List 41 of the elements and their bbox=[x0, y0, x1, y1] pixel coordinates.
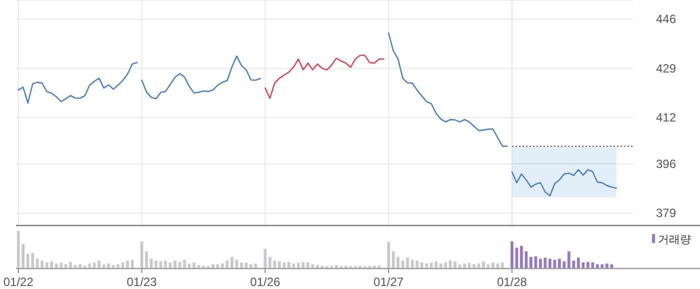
bar bbox=[492, 262, 494, 268]
x-tick-label: 01/27 bbox=[374, 275, 404, 289]
bar bbox=[154, 260, 158, 268]
bar bbox=[164, 260, 167, 268]
bar bbox=[454, 261, 456, 268]
bar bbox=[472, 264, 476, 268]
x-tick-label: 01/26 bbox=[250, 275, 281, 289]
x-tick-label: 01/28 bbox=[496, 275, 528, 289]
bar bbox=[482, 261, 485, 268]
bar bbox=[126, 260, 129, 268]
y-tick-label: 379 bbox=[656, 206, 676, 220]
bar bbox=[264, 248, 267, 268]
x-tick-label: 01/23 bbox=[126, 275, 158, 289]
bar bbox=[539, 258, 542, 268]
x-tick-label: 01/22 bbox=[3, 275, 34, 289]
bar bbox=[501, 262, 504, 268]
y-tick-label: 446 bbox=[656, 12, 676, 26]
bar bbox=[174, 260, 176, 268]
bar bbox=[178, 262, 182, 268]
bar bbox=[434, 261, 438, 268]
y-tick-label: 429 bbox=[656, 61, 676, 76]
line-series bbox=[264, 54, 384, 99]
bar bbox=[212, 264, 214, 268]
bar bbox=[558, 258, 561, 268]
bar bbox=[548, 258, 552, 268]
bar bbox=[530, 256, 532, 268]
bar bbox=[192, 262, 196, 268]
bar bbox=[221, 264, 224, 268]
legend-label: 거래량 bbox=[658, 234, 691, 246]
bar bbox=[425, 264, 428, 268]
y-tick-label: 412 bbox=[656, 110, 676, 125]
bar bbox=[183, 260, 186, 268]
bar bbox=[145, 251, 148, 268]
bar bbox=[463, 264, 466, 268]
y-tick-label: 396 bbox=[656, 156, 676, 171]
bar bbox=[520, 246, 523, 268]
bar bbox=[116, 264, 120, 268]
bar bbox=[88, 264, 91, 268]
bar bbox=[510, 241, 514, 268]
bar bbox=[444, 262, 447, 268]
bar bbox=[387, 242, 390, 268]
